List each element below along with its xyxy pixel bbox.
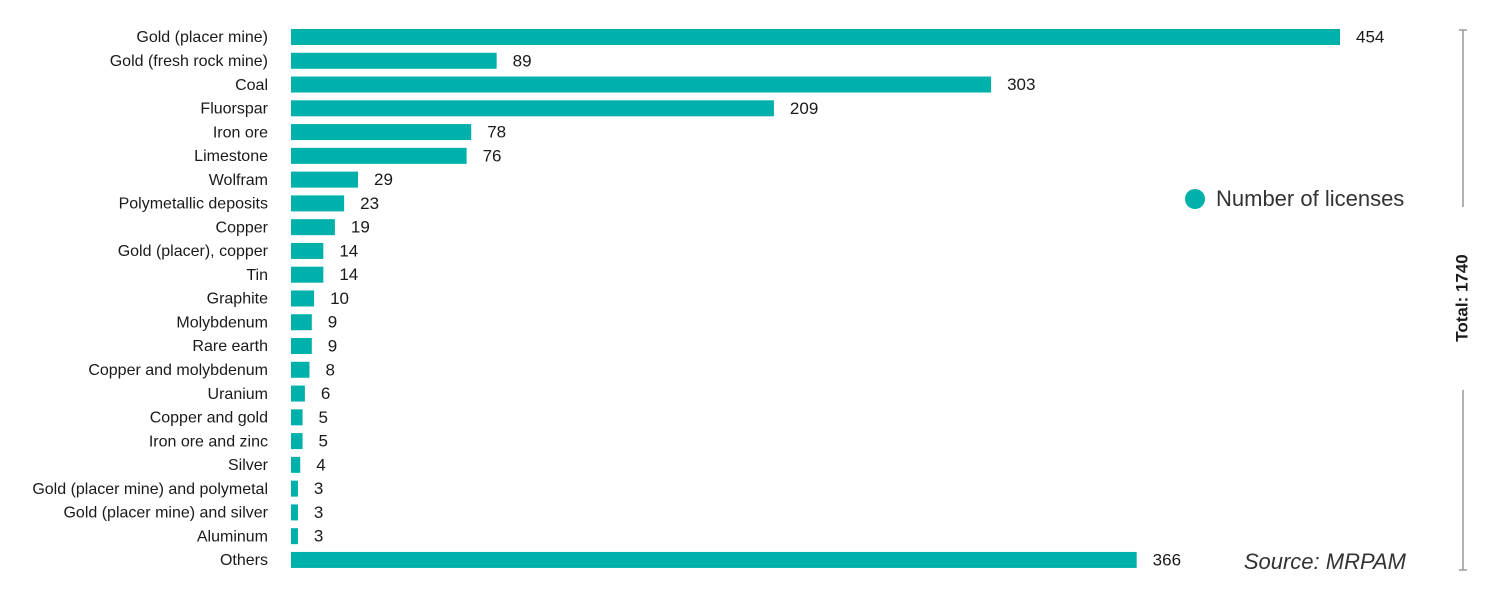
value-label: 19 [351,218,370,237]
category-label: Fluorspar [200,101,268,118]
category-label: Gold (placer mine) and polymetal [32,481,268,498]
value-label: 4 [316,455,325,474]
bar [291,266,324,283]
category-label: Gold (placer), copper [118,243,269,260]
legend-label: Number of licenses [1216,186,1404,211]
category-label: Gold (fresh rock mine) [110,53,268,70]
value-label: 3 [314,479,323,498]
category-label: Gold (placer mine) [136,29,268,46]
category-label: Silver [228,457,269,474]
category-label: Iron ore and zinc [149,433,268,450]
legend-marker [1185,189,1205,209]
category-label: Copper [216,219,269,236]
value-label: 5 [319,408,328,427]
bar [291,456,301,473]
category-label: Aluminum [197,528,268,545]
category-label: Molybdenum [176,314,268,331]
bar [291,551,1137,568]
category-label: Iron ore [213,124,268,141]
bar [291,480,298,497]
value-label: 9 [328,336,337,355]
category-label: Wolfram [209,172,268,189]
bar [291,528,298,545]
value-label: 78 [487,123,506,142]
bar [291,100,774,117]
bar [291,29,1340,45]
bar [291,361,310,378]
value-label: 89 [513,51,532,70]
category-label: Graphite [207,291,268,308]
category-label: Coal [235,77,268,94]
bar [291,147,467,164]
category-label: Limestone [194,148,268,165]
category-label: Others [220,552,268,569]
total-label: Total: 1740 [1452,254,1471,342]
value-label: 3 [314,527,323,546]
value-label: 5 [319,432,328,451]
bar [291,433,303,450]
value-label: 8 [325,360,334,379]
value-label: 9 [328,313,337,332]
value-label: 23 [360,194,379,213]
category-label: Tin [246,267,268,284]
bar [291,338,312,355]
value-label: 366 [1153,550,1181,569]
category-label: Copper and molybdenum [88,362,268,379]
bar [291,314,312,331]
bar [291,504,298,521]
value-label: 6 [321,384,330,403]
category-label: Rare earth [192,338,268,355]
value-label: 209 [790,99,818,118]
bar [291,409,303,426]
bar [291,171,359,188]
value-label: 10 [330,289,349,308]
bar [291,290,315,307]
value-label: 3 [314,503,323,522]
source: Source: MRPAM [1244,549,1407,574]
bar [291,219,335,236]
bar [291,76,992,93]
value-label: 76 [483,146,502,165]
category-label: Copper and gold [150,410,268,427]
bar [291,242,324,259]
value-label: 454 [1356,27,1384,46]
bar [291,52,497,69]
bar [291,195,345,212]
category-label: Gold (placer mine) and silver [63,505,268,522]
bar [291,124,472,141]
category-label: Uranium [208,386,268,403]
value-label: 29 [374,170,393,189]
value-label: 14 [339,241,358,260]
value-label: 303 [1007,75,1035,94]
value-label: 14 [339,265,358,284]
category-label: Polymetallic deposits [119,196,268,213]
bar [291,385,305,402]
